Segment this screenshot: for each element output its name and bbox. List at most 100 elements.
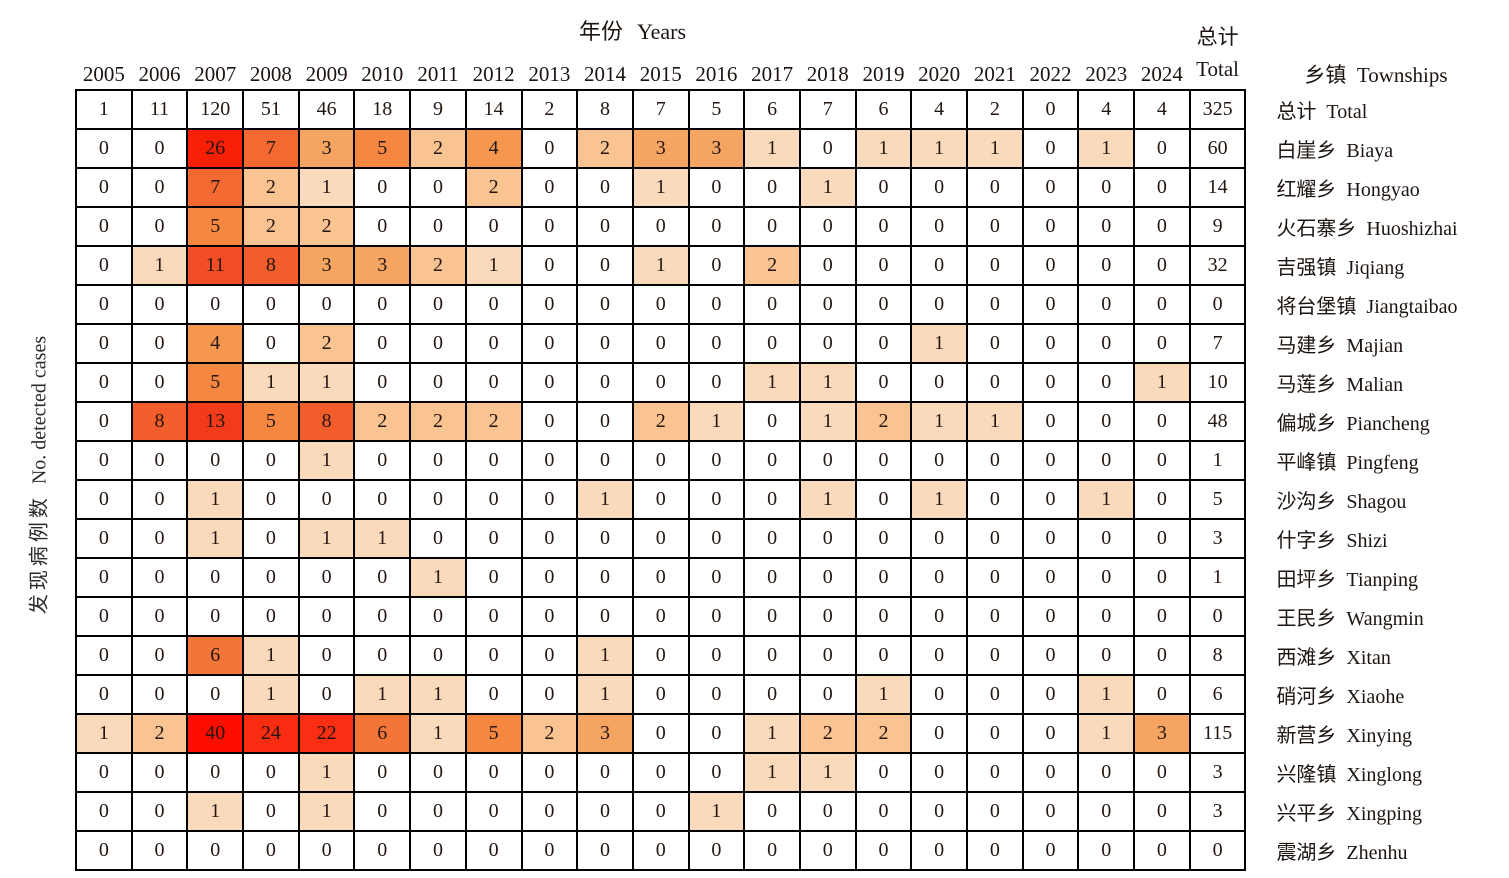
heatmap-cell: 1 (186, 518, 245, 559)
heatmap-cell: 0 (520, 791, 579, 832)
heatmap-cell: 0 (798, 674, 857, 715)
heatmap-cell: 3 (631, 128, 690, 169)
heatmap-cell: 0 (854, 362, 913, 403)
row-total-cell: 7 (1188, 323, 1247, 364)
heatmap-cell: 0 (1021, 791, 1080, 832)
heatmap-cell: 0 (743, 284, 801, 325)
heatmap-cell: 5 (186, 362, 245, 403)
heatmap-cell: 0 (743, 674, 801, 715)
heatmap-cell: 1 (743, 362, 801, 403)
heatmap-cell: 0 (130, 440, 189, 481)
heatmap-cell: 51 (242, 89, 300, 130)
heatmap-cell: 0 (409, 167, 467, 208)
heatmap-cell: 0 (1021, 284, 1080, 325)
heatmap-cell: 0 (242, 830, 300, 871)
row-total-cell: 10 (1188, 362, 1247, 403)
heatmap-cell: 3 (353, 245, 412, 286)
heatmap-cell: 0 (687, 206, 746, 247)
heatmap-cell: 0 (798, 830, 857, 871)
township-label: 田坪乡 Tianping (1245, 558, 1508, 597)
heatmap-cell: 0 (520, 128, 579, 169)
heatmap-cell: 1 (631, 167, 690, 208)
heatmap-cell: 2 (409, 401, 467, 442)
heatmap-cell: 0 (743, 479, 801, 520)
heatmap-cell: 0 (75, 284, 133, 325)
heatmap-cell: 0 (1021, 323, 1080, 364)
heatmap-cell: 0 (854, 635, 913, 676)
heatmap-cell: 0 (242, 323, 300, 364)
heatmap-cell: 1 (186, 791, 245, 832)
heatmap-cell: 0 (910, 635, 968, 676)
heatmap-cell: 0 (910, 752, 968, 793)
heatmap-cell: 0 (1077, 206, 1136, 247)
heatmap-cell: 0 (520, 557, 579, 598)
heatmap-cell: 0 (75, 518, 133, 559)
heatmap-cell: 0 (464, 752, 523, 793)
township-label: 火石寨乡 Huoshizhai (1245, 207, 1508, 246)
heatmap-cell: 0 (186, 674, 245, 715)
heatmap-cell: 0 (743, 323, 801, 364)
heatmap-cell: 1 (297, 167, 356, 208)
row-total-cell: 115 (1188, 713, 1247, 754)
heatmap-cell: 0 (631, 518, 690, 559)
heatmap-cell: 0 (966, 479, 1024, 520)
heatmap-cell: 0 (1021, 440, 1080, 481)
heatmap-cell: 4 (1077, 89, 1136, 130)
heatmap-cell: 0 (186, 284, 245, 325)
heatmap-cell: 0 (130, 167, 189, 208)
heatmap-cell: 0 (297, 596, 356, 637)
heatmap-cell: 0 (631, 713, 690, 754)
heatmap-cell: 0 (631, 323, 690, 364)
row-total-cell: 14 (1188, 167, 1247, 208)
heatmap-cell: 0 (464, 206, 523, 247)
heatmap-cell: 0 (631, 362, 690, 403)
heatmap-cell: 0 (75, 128, 133, 169)
heatmap-cell: 0 (743, 518, 801, 559)
row-total-cell: 3 (1188, 752, 1247, 793)
heatmap-cell: 14 (464, 89, 523, 130)
township-label: 兴隆镇 Xinglong (1245, 753, 1508, 792)
heatmap-cell: 0 (130, 128, 189, 169)
heatmap-cell: 0 (910, 284, 968, 325)
heatmap-cell: 0 (520, 206, 579, 247)
heatmap-cell: 0 (631, 284, 690, 325)
township-label: 什字乡 Shizi (1245, 519, 1508, 558)
heatmap-cell: 0 (798, 518, 857, 559)
heatmap-cell: 1 (242, 674, 300, 715)
heatmap-row: 0 0 0 0 0 0 0 0 0 0 0 0 0 0 0 0 0 0 0 0 0 震湖乡 Zhenhu (75, 830, 1508, 871)
heatmap-cell: 0 (966, 440, 1024, 481)
heatmap-cell: 1 (798, 752, 857, 793)
heatmap-cell: 0 (966, 323, 1024, 364)
heatmap-cell: 0 (1133, 752, 1191, 793)
heatmap-cell: 0 (1077, 167, 1136, 208)
township-label: 震湖乡 Zhenhu (1245, 831, 1508, 870)
heatmap-cell: 0 (743, 596, 801, 637)
heatmap-cell: 0 (75, 635, 133, 676)
heatmap-cell: 0 (186, 752, 245, 793)
heatmap-cell: 0 (687, 518, 746, 559)
heatmap-cell: 2 (409, 128, 467, 169)
heatmap-row: 0 0 5 1 1 0 0 0 0 0 0 0 1 1 0 0 0 0 0 1 10 马莲乡 Malian (75, 362, 1508, 403)
heatmap-cell: 0 (1133, 518, 1191, 559)
row-total-cell: 60 (1188, 128, 1247, 169)
township-label: 将台堡镇 Jiangtaibao (1245, 285, 1508, 324)
heatmap-cell: 0 (576, 518, 634, 559)
heatmap-cell: 0 (1133, 323, 1191, 364)
heatmap-cell: 0 (687, 167, 746, 208)
heatmap-cell: 0 (1133, 401, 1191, 442)
heatmap-cell: 7 (242, 128, 300, 169)
heatmap-cell: 0 (75, 791, 133, 832)
heatmap-cell: 0 (242, 791, 300, 832)
heatmap-cell: 0 (687, 635, 746, 676)
row-total-cell: 3 (1188, 518, 1247, 559)
row-total-cell: 48 (1188, 401, 1247, 442)
heatmap-cell: 0 (910, 596, 968, 637)
heatmap-cell: 0 (910, 167, 968, 208)
year-header: 2015 (639, 61, 682, 86)
heatmap-cell: 9 (409, 89, 467, 130)
heatmap-cell: 5 (186, 206, 245, 247)
township-label: 新营乡 Xinying (1245, 714, 1508, 753)
heatmap-cell: 0 (966, 245, 1024, 286)
heatmap-cell: 0 (854, 167, 913, 208)
heatmap-cell: 0 (966, 557, 1024, 598)
